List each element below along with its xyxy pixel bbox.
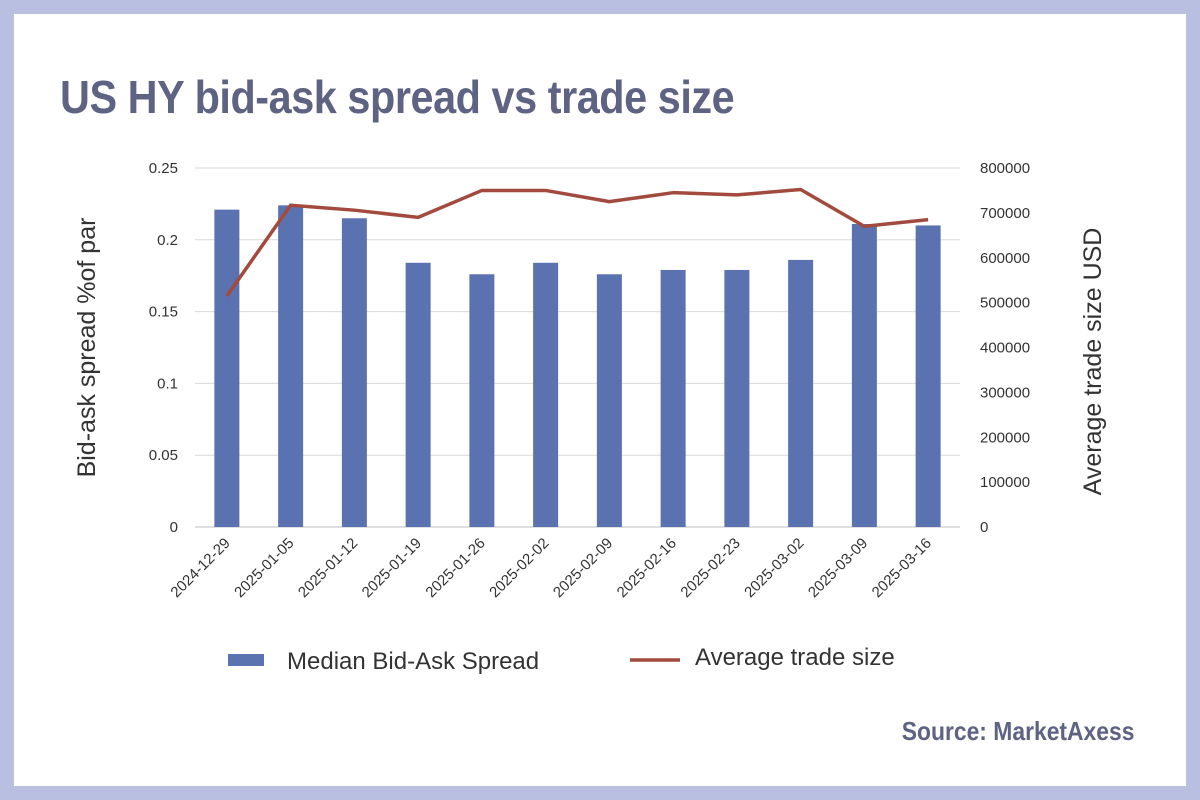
bar	[596, 274, 622, 527]
x-tick-label: 2025-03-16	[869, 535, 935, 601]
x-tick-label: 2025-03-02	[741, 535, 807, 601]
legend-line-label: Average trade size	[695, 644, 895, 671]
chart-title: US HY bid-ask spread vs trade size	[60, 71, 735, 123]
bar	[214, 209, 240, 528]
y2-tick-label: 500000	[980, 295, 1030, 312]
x-tick-label: 2025-01-12	[295, 535, 361, 601]
bar	[469, 274, 495, 527]
x-axis-ticks: 2024-12-292025-01-052025-01-122025-01-19…	[167, 535, 935, 601]
left-axis-ticks: 0 0.05 0.1 0.15 0.2 0.25	[149, 160, 178, 536]
legend-bar-swatch	[228, 654, 264, 666]
bar	[788, 259, 814, 527]
bar	[660, 269, 686, 527]
y2-tick-label: 200000	[980, 429, 1030, 446]
x-tick-label: 2025-02-16	[614, 535, 680, 601]
y-tick-label: 0.25	[149, 160, 178, 177]
y2-tick-label: 400000	[980, 340, 1030, 357]
line-series	[225, 187, 929, 297]
y-tick-label: 0.1	[157, 375, 178, 392]
bar	[533, 262, 559, 527]
y-tick-label: 0.15	[149, 304, 178, 321]
bar	[724, 269, 750, 527]
x-tick-label: 2025-01-26	[422, 535, 488, 601]
x-tick-label: 2025-01-05	[231, 535, 297, 601]
x-tick-label: 2025-01-19	[359, 535, 425, 601]
right-axis-ticks: 0 100000 200000 300000 400000 500000 600000 700…	[980, 160, 1030, 536]
bar	[851, 224, 877, 527]
y-tick-label: 0.05	[149, 447, 178, 464]
legend-bar-label: Median Bid-Ask Spread	[287, 648, 539, 675]
trade-size-line	[225, 187, 929, 297]
y2-tick-label: 700000	[980, 205, 1030, 222]
y-tick-label: 0.2	[157, 232, 178, 249]
bar	[278, 205, 304, 527]
y2-tick-label: 100000	[980, 474, 1030, 491]
x-tick-label: 2025-02-02	[486, 535, 552, 601]
legend: Median Bid-Ask Spread Average trade size	[228, 644, 895, 675]
source-note: Source: MarketAxess	[901, 716, 1134, 746]
y2-tick-label: 600000	[980, 250, 1030, 267]
x-tick-label: 2025-02-09	[550, 535, 616, 601]
y2-tick-label: 0	[980, 519, 988, 536]
bar	[341, 218, 367, 527]
y2-tick-label: 800000	[980, 160, 1030, 177]
x-tick-label: 2025-02-23	[677, 535, 743, 601]
x-tick-label: 2025-03-09	[805, 535, 871, 601]
gridlines	[195, 167, 960, 528]
right-axis-title: Average trade size USD	[1079, 228, 1107, 496]
bar	[405, 262, 431, 527]
y2-tick-label: 300000	[980, 384, 1030, 401]
x-tick-label: 2024-12-29	[167, 535, 233, 601]
bar-series	[214, 205, 941, 528]
left-axis-title: Bid-ask spread %of par	[73, 218, 101, 478]
bar	[915, 225, 941, 527]
y-tick-label: 0	[170, 519, 178, 536]
